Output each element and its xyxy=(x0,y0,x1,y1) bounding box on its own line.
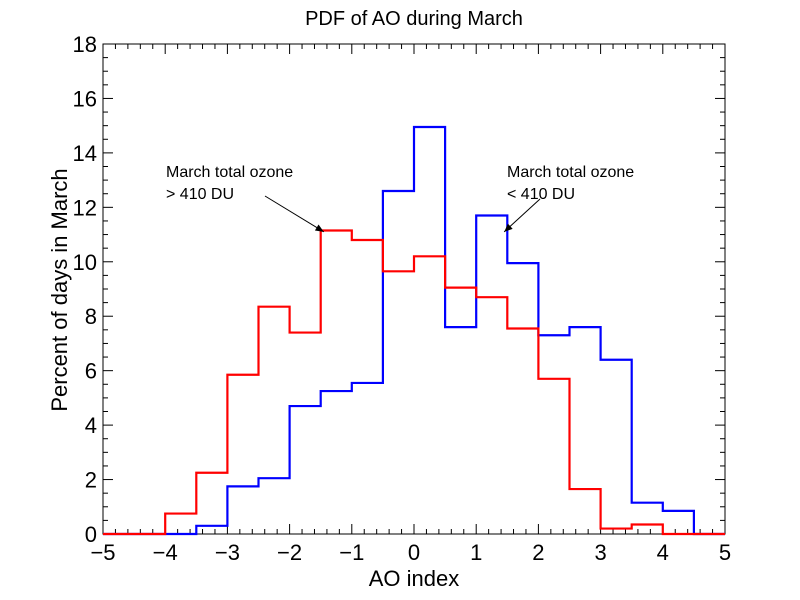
chart-title: PDF of AO during March xyxy=(305,8,523,30)
series-0-step-line xyxy=(103,125,725,536)
plot-annotations: March total ozone > 410 DU March total ozo… xyxy=(166,164,634,233)
annotation-0-line-1: > 410 DU xyxy=(166,186,234,203)
y-tick-label: 12 xyxy=(73,195,97,220)
y-tick-label: 18 xyxy=(73,32,97,57)
y-tick-label: 6 xyxy=(85,359,97,384)
x-tick-label: 2 xyxy=(532,540,544,565)
annotation-1-line-1: < 410 DU xyxy=(507,186,575,203)
plot-series xyxy=(103,125,725,536)
x-tick-label: 0 xyxy=(408,540,420,565)
x-tick-label: −4 xyxy=(153,540,178,565)
y-tick-label: 0 xyxy=(85,522,97,547)
y-tick-label: 10 xyxy=(73,250,97,275)
annotation-0-line-0: March total ozone xyxy=(166,164,293,181)
series-1-step-line xyxy=(103,229,725,536)
x-tick-label: 5 xyxy=(719,540,731,565)
x-tick-label: −5 xyxy=(90,540,115,565)
annotation-0-arrowhead xyxy=(314,224,324,232)
annotation-1-line-0: March total ozone xyxy=(507,164,634,181)
y-tick-label: 4 xyxy=(85,413,97,438)
y-tick-label: 2 xyxy=(85,468,97,493)
annotation-1-arrowhead xyxy=(504,223,513,232)
x-tick-label: −1 xyxy=(339,540,364,565)
x-tick-label: −2 xyxy=(277,540,302,565)
x-tick-label: 1 xyxy=(470,540,482,565)
annotation-0-arrow xyxy=(264,195,325,233)
y-axis-title: Percent of days in March xyxy=(47,168,72,411)
x-tick-label: 4 xyxy=(657,540,669,565)
y-tick-label: 14 xyxy=(73,141,97,166)
x-tick-label: 3 xyxy=(594,540,606,565)
x-tick-label: −3 xyxy=(215,540,240,565)
x-axis-title: AO index xyxy=(369,566,460,591)
y-tick-label: 8 xyxy=(85,304,97,329)
y-tick-label: 16 xyxy=(73,86,97,111)
